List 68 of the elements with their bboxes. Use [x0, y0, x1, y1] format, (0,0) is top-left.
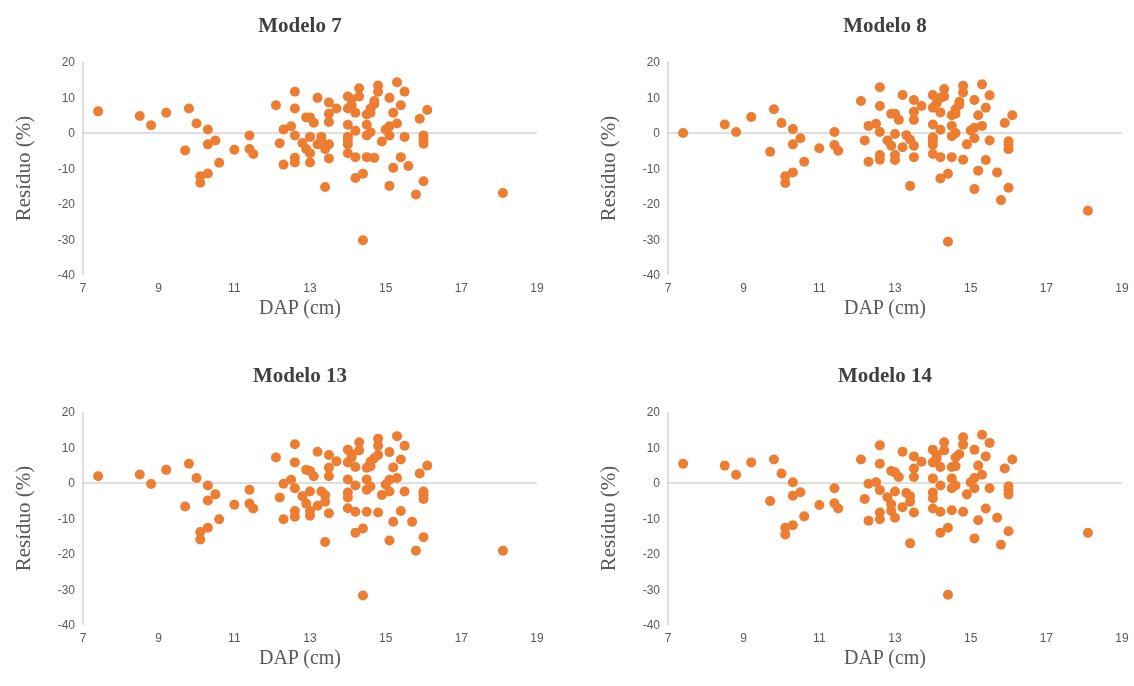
- x-tick-label: 9: [155, 631, 163, 645]
- y-tick-label: 20: [646, 55, 661, 70]
- y-tick-label: -30: [642, 582, 661, 597]
- y-tick-label: -40: [57, 618, 76, 633]
- y-tick-label: -30: [57, 582, 76, 597]
- x-tick-label: 9: [740, 631, 748, 645]
- y-axis-title: Resíduo (%): [11, 465, 35, 572]
- chart-title: Modelo 8: [843, 13, 927, 37]
- y-tick-label: 0: [68, 476, 76, 491]
- x-tick-label: 11: [228, 281, 241, 295]
- x-tick-label: 13: [888, 631, 902, 645]
- x-tick-label: 7: [79, 281, 87, 295]
- chart-title: Modelo 13: [253, 363, 347, 387]
- y-tick-label: 10: [61, 440, 76, 455]
- y-tick-label: -10: [642, 161, 661, 176]
- y-tick-label: -20: [57, 197, 76, 212]
- x-tick-label: 11: [813, 281, 826, 295]
- x-tick-label: 17: [1039, 631, 1054, 645]
- x-tick-label: 11: [813, 631, 826, 645]
- y-tick-label: 20: [61, 405, 76, 420]
- y-tick-label: -20: [642, 547, 661, 562]
- y-tick-label: -30: [57, 232, 76, 247]
- x-tick-label: 17: [454, 281, 469, 295]
- x-axis-title: DAP (cm): [843, 296, 927, 319]
- y-tick-label: 20: [61, 55, 76, 70]
- x-tick-label: 19: [530, 631, 544, 645]
- y-tick-label: 0: [68, 126, 76, 141]
- y-tick-label: 0: [653, 476, 661, 491]
- y-tick-label: -10: [57, 161, 76, 176]
- y-tick-label: 10: [646, 90, 661, 105]
- y-tick-label: -40: [57, 268, 76, 283]
- x-tick-label: 15: [378, 281, 393, 295]
- x-tick-label: 15: [963, 281, 978, 295]
- x-tick-label: 15: [378, 631, 393, 645]
- y-tick-label: -10: [57, 511, 76, 526]
- x-tick-label: 7: [79, 631, 87, 645]
- y-tick-label: -10: [642, 511, 661, 526]
- x-tick-label: 11: [228, 631, 241, 645]
- x-tick-label: 9: [155, 281, 163, 295]
- x-tick-label: 19: [1115, 281, 1129, 295]
- x-tick-label: 17: [454, 631, 469, 645]
- x-tick-label: 7: [664, 631, 672, 645]
- y-axis-title: Resíduo (%): [596, 115, 620, 222]
- x-tick-label: 19: [530, 281, 544, 295]
- chart-title: Modelo 7: [258, 13, 342, 37]
- x-axis-title: DAP (cm): [843, 646, 927, 669]
- y-tick-label: -40: [642, 618, 661, 633]
- y-tick-label: -40: [642, 268, 661, 283]
- x-tick-label: 15: [963, 631, 978, 645]
- x-tick-label: 13: [303, 281, 317, 295]
- y-tick-label: -30: [642, 232, 661, 247]
- y-tick-label: 10: [646, 440, 661, 455]
- x-tick-label: 7: [664, 281, 672, 295]
- x-tick-label: 17: [1039, 281, 1054, 295]
- x-tick-label: 13: [888, 281, 902, 295]
- x-tick-label: 9: [740, 281, 748, 295]
- y-tick-label: -20: [642, 197, 661, 212]
- y-tick-label: -20: [57, 547, 76, 562]
- y-tick-label: 0: [653, 126, 661, 141]
- x-tick-label: 13: [303, 631, 317, 645]
- y-axis-title: Resíduo (%): [596, 465, 620, 572]
- y-tick-label: 10: [61, 90, 76, 105]
- x-axis-title: DAP (cm): [258, 296, 342, 319]
- x-axis-title: DAP (cm): [258, 646, 342, 669]
- y-axis-title: Resíduo (%): [11, 115, 35, 222]
- x-tick-label: 19: [1115, 631, 1129, 645]
- chart-title: Modelo 14: [838, 363, 933, 387]
- y-tick-label: 20: [646, 405, 661, 420]
